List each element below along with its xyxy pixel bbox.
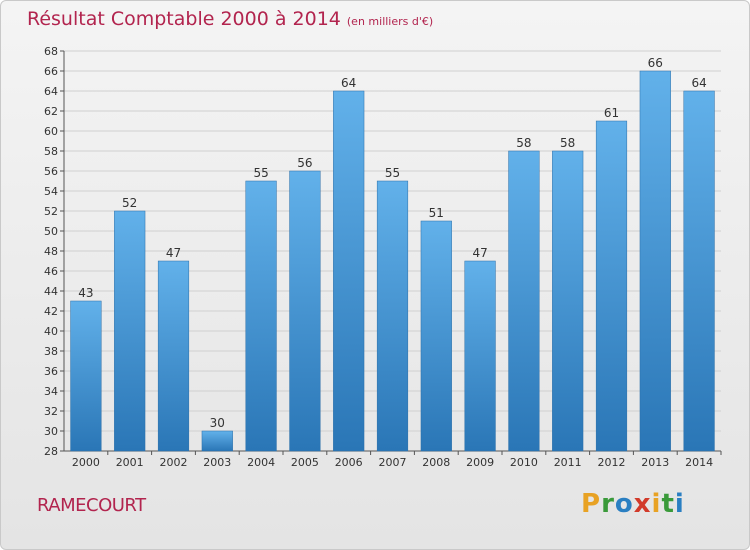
chart-title-text: Résultat Comptable 2000 à 2014: [27, 8, 341, 30]
bar-2010: [508, 150, 540, 452]
data-label-2012: 61: [604, 106, 619, 120]
logo-letter: r: [601, 489, 615, 519]
y-tick-label: 30: [44, 425, 58, 438]
y-tick-label: 36: [44, 365, 58, 378]
data-label-2004: 55: [253, 166, 268, 180]
data-label-2000: 43: [78, 286, 93, 300]
y-tick-label: 34: [44, 385, 58, 398]
bar-2008: [420, 220, 452, 452]
data-labels: 43 52 47 30 55 56 64 55 51 47 58 58 61 66 64: [78, 56, 706, 430]
x-tick-label-2000: 2000: [72, 456, 100, 469]
commune-name: RAMECOURT: [37, 495, 146, 516]
bar-2002: [157, 260, 190, 452]
x-tick-label-2012: 2012: [598, 456, 626, 469]
logo-letter: i: [651, 489, 662, 519]
logo-letter: t: [661, 489, 675, 519]
data-label-2014: 64: [691, 76, 706, 90]
bar-2000: [70, 300, 102, 452]
x-tick-label-2007: 2007: [379, 456, 407, 469]
bar-2011: [552, 150, 584, 452]
logo-letter: o: [614, 489, 634, 519]
data-label-2006: 64: [341, 76, 356, 90]
x-tick-label-2014: 2014: [685, 456, 713, 469]
chart-title: Résultat Comptable 2000 à 2014 (en millie…: [27, 8, 433, 30]
y-tick-label: 64: [44, 85, 58, 98]
x-tick-label-2005: 2005: [291, 456, 319, 469]
y-tick-label: 54: [44, 185, 58, 198]
y-tick-label: 40: [44, 325, 58, 338]
x-tick-label-2006: 2006: [335, 456, 363, 469]
logo-letter: i: [674, 489, 685, 519]
x-tick-label-2002: 2002: [160, 456, 188, 469]
x-tick-label-2001: 2001: [116, 456, 144, 469]
y-tick-label: 42: [44, 305, 58, 318]
bar-2005: [289, 170, 321, 452]
logo-letter: P: [581, 489, 602, 519]
y-tick-label: 46: [44, 265, 58, 278]
y-tick-label: 50: [44, 225, 58, 238]
y-tick-label: 58: [44, 145, 58, 158]
y-tick-label: 32: [44, 405, 58, 418]
logo-letter: x: [633, 489, 652, 519]
y-tick-label: 38: [44, 345, 58, 358]
x-tick-label-2010: 2010: [510, 456, 538, 469]
y-tick-label: 68: [44, 45, 58, 58]
data-label-2005: 56: [297, 156, 312, 170]
data-label-2007: 55: [385, 166, 400, 180]
y-tick-label: 66: [44, 65, 58, 78]
data-label-2002: 47: [166, 246, 181, 260]
y-tick-label: 56: [44, 165, 58, 178]
data-label-2010: 58: [516, 136, 531, 150]
bar-2014: [683, 90, 715, 452]
data-label-2003: 30: [210, 416, 225, 430]
bar-2001: [114, 210, 146, 452]
y-tick-label: 62: [44, 105, 58, 118]
x-tick-label-2011: 2011: [554, 456, 582, 469]
bar-2013: [639, 70, 671, 452]
data-label-2008: 51: [429, 206, 444, 220]
bar-2006: [333, 90, 365, 452]
data-label-2001: 52: [122, 196, 137, 210]
bar-2007: [376, 180, 409, 452]
chart-subtitle: (en milliers d'€): [346, 15, 434, 28]
x-tick-label-2008: 2008: [422, 456, 450, 469]
bar-chart: 28 30 32 34 36 38 40 42 44 46 48 50 52 54 56 58 60 62 64 66…: [44, 45, 722, 469]
data-label-2011: 58: [560, 136, 575, 150]
y-tick-label: 28: [44, 445, 58, 458]
bar-2012: [595, 120, 628, 452]
x-tick-label-2009: 2009: [466, 456, 494, 469]
x-tick-label-2004: 2004: [247, 456, 275, 469]
bars: [70, 70, 715, 452]
proxiti-logo: Proxiti: [581, 489, 685, 519]
bar-2009: [464, 260, 496, 452]
y-tick-label: 52: [44, 205, 58, 218]
x-tick-label-2013: 2013: [641, 456, 669, 469]
y-tick-label: 48: [44, 245, 58, 258]
x-tick-label-2003: 2003: [203, 456, 231, 469]
data-label-2009: 47: [472, 246, 487, 260]
y-tick-label: 60: [44, 125, 58, 138]
y-tick-label: 44: [44, 285, 58, 298]
bar-2003: [201, 430, 233, 452]
axes: 28 30 32 34 36 38 40 42 44 46 48 50 52 54 56 58 60 62 64 66…: [44, 45, 722, 469]
data-label-2013: 66: [648, 56, 663, 70]
bar-2004: [245, 180, 277, 452]
